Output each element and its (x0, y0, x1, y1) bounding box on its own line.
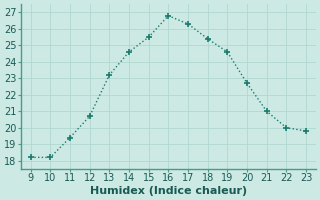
X-axis label: Humidex (Indice chaleur): Humidex (Indice chaleur) (90, 186, 247, 196)
